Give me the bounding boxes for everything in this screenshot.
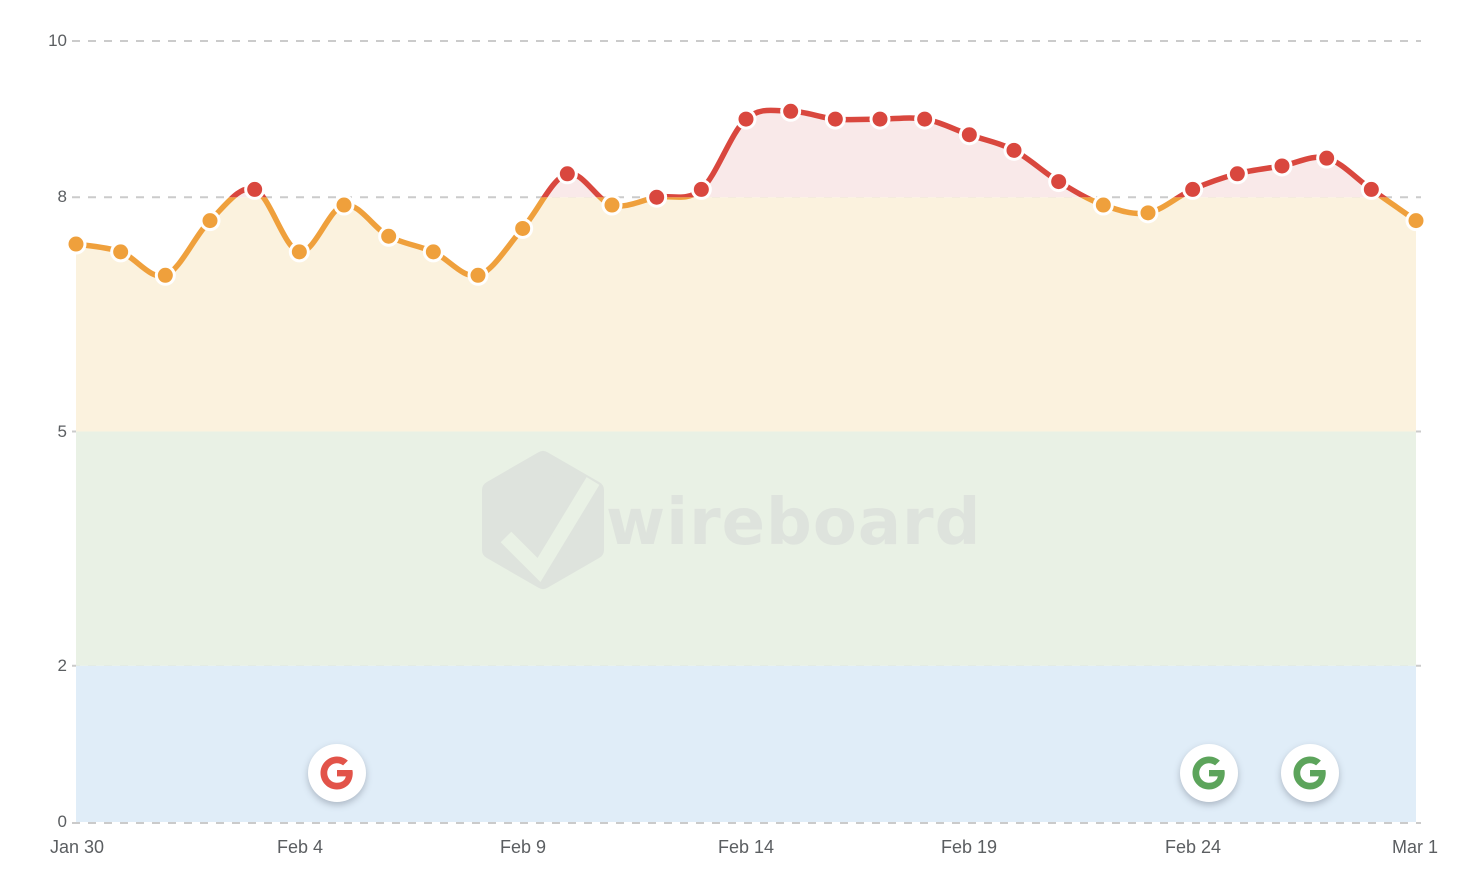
data-point-jan-31[interactable] bbox=[113, 244, 129, 260]
data-point-feb-28[interactable] bbox=[1363, 181, 1379, 197]
y-axis-label-10: 10 bbox=[48, 31, 67, 50]
data-point-feb-6[interactable] bbox=[381, 228, 397, 244]
x-axis-label-jan30: Jan 30 bbox=[49, 837, 105, 857]
band-fill-8-10 bbox=[232, 110, 1383, 198]
data-point-feb-2[interactable] bbox=[202, 213, 218, 229]
data-point-feb-16[interactable] bbox=[827, 111, 843, 127]
google-g-icon bbox=[1192, 756, 1225, 790]
data-point-feb-8[interactable] bbox=[470, 267, 486, 283]
wireboard-logo-check-icon bbox=[500, 477, 600, 583]
data-point-feb-9[interactable] bbox=[515, 220, 531, 236]
google-update-marker[interactable] bbox=[308, 744, 366, 802]
data-point-feb-3[interactable] bbox=[247, 181, 263, 197]
data-point-jan-30[interactable] bbox=[68, 236, 84, 252]
x-axis-label-feb9: Feb 9 bbox=[499, 837, 547, 857]
data-point-feb-10[interactable] bbox=[559, 166, 575, 182]
data-point-feb-5[interactable] bbox=[336, 197, 352, 213]
data-point-feb-24[interactable] bbox=[1185, 181, 1201, 197]
google-g-icon bbox=[320, 756, 353, 790]
x-axis-label-mar1: Mar 1 bbox=[1391, 837, 1438, 857]
data-point-feb-1[interactable] bbox=[157, 267, 173, 283]
x-axis-label-feb14: Feb 14 bbox=[717, 837, 775, 857]
y-axis-label-0: 0 bbox=[57, 812, 67, 831]
data-point-feb-23[interactable] bbox=[1140, 205, 1156, 221]
data-point-mar-1[interactable] bbox=[1408, 213, 1424, 229]
data-point-feb-13[interactable] bbox=[693, 181, 709, 197]
data-point-feb-20[interactable] bbox=[1006, 142, 1022, 158]
y-axis-label-8: 8 bbox=[57, 187, 67, 206]
google-g-icon bbox=[1293, 756, 1326, 790]
y-axis-label-5: 5 bbox=[57, 422, 67, 441]
google-update-marker[interactable] bbox=[1281, 744, 1339, 802]
band-fill-5-8 bbox=[76, 197, 1416, 432]
y-axis-label-2: 2 bbox=[57, 656, 67, 675]
x-axis-label-feb19: Feb 19 bbox=[940, 837, 998, 857]
wireboard-watermark-text: wireboard bbox=[606, 486, 981, 560]
data-point-feb-4[interactable] bbox=[291, 244, 307, 260]
x-axis-label-feb24: Feb 24 bbox=[1164, 837, 1222, 857]
data-point-feb-7[interactable] bbox=[425, 244, 441, 260]
data-point-feb-22[interactable] bbox=[1095, 197, 1111, 213]
data-point-feb-17[interactable] bbox=[872, 111, 888, 127]
band-fill-0-2 bbox=[76, 665, 1416, 822]
data-point-feb-12[interactable] bbox=[649, 189, 665, 205]
area-fill-bands bbox=[76, 110, 1416, 822]
x-axis-label-feb4: Feb 4 bbox=[276, 837, 324, 857]
data-points bbox=[65, 100, 1427, 286]
data-point-feb-11[interactable] bbox=[604, 197, 620, 213]
data-point-feb-21[interactable] bbox=[1051, 174, 1067, 190]
data-point-feb-25[interactable] bbox=[1229, 166, 1245, 182]
data-point-feb-18[interactable] bbox=[917, 111, 933, 127]
google-update-marker[interactable] bbox=[1180, 744, 1238, 802]
wireboard-watermark: wireboard bbox=[482, 451, 981, 589]
data-point-feb-15[interactable] bbox=[783, 103, 799, 119]
data-point-feb-27[interactable] bbox=[1319, 150, 1335, 166]
band-fill-2-5 bbox=[76, 431, 1416, 666]
data-point-feb-19[interactable] bbox=[961, 127, 977, 143]
data-point-feb-14[interactable] bbox=[738, 111, 754, 127]
data-point-feb-26[interactable] bbox=[1274, 158, 1290, 174]
